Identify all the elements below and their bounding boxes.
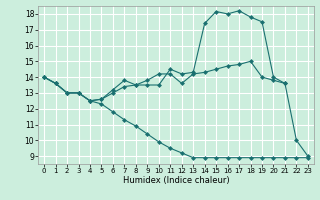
X-axis label: Humidex (Indice chaleur): Humidex (Indice chaleur) <box>123 176 229 185</box>
